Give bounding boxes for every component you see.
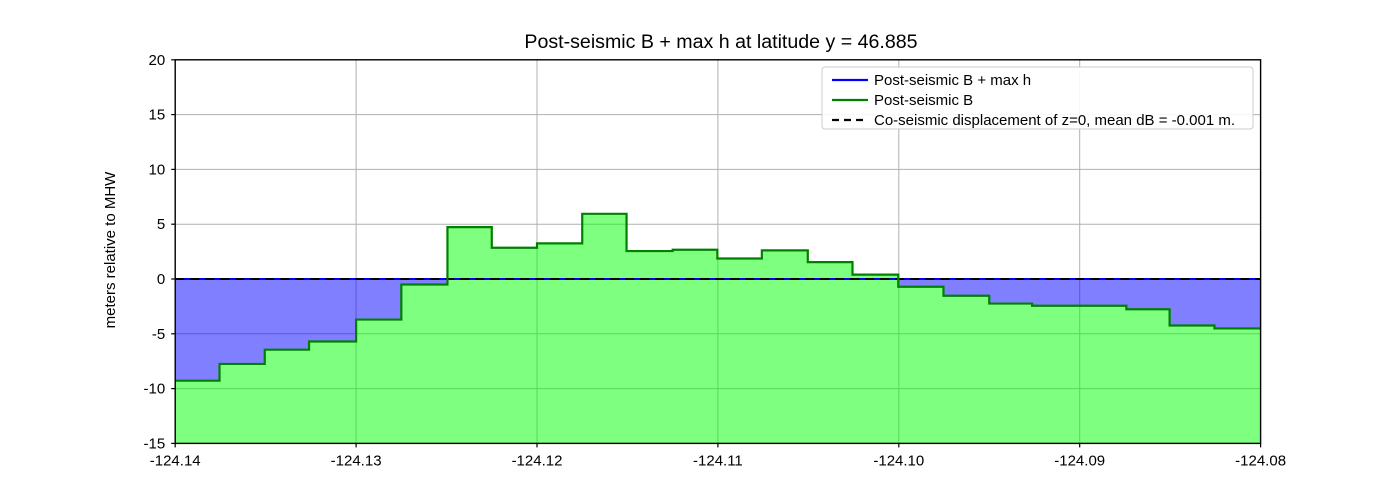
svg-text:-124.13: -124.13: [331, 452, 382, 469]
svg-text:10: 10: [149, 161, 166, 178]
svg-text:Post-seismic B + max h: Post-seismic B + max h: [874, 72, 1031, 89]
svg-text:-124.08: -124.08: [1235, 452, 1286, 469]
svg-text:meters relative to MHW: meters relative to MHW: [102, 171, 119, 329]
svg-text:5: 5: [157, 216, 165, 233]
svg-text:Post-seismic B: Post-seismic B: [874, 92, 973, 109]
svg-text:-15: -15: [144, 435, 166, 452]
svg-text:-124.14: -124.14: [150, 452, 201, 469]
svg-text:Post-seismic B + max h at lati: Post-seismic B + max h at latitude y = 4…: [524, 31, 917, 53]
svg-text:15: 15: [149, 107, 166, 124]
svg-text:-5: -5: [152, 326, 165, 343]
svg-text:-124.11: -124.11: [693, 452, 743, 469]
svg-text:0: 0: [157, 271, 165, 288]
svg-text:20: 20: [149, 52, 166, 69]
svg-text:-10: -10: [144, 381, 166, 398]
svg-text:-124.09: -124.09: [1054, 452, 1105, 469]
svg-text:-124.10: -124.10: [873, 452, 924, 469]
svg-text:-124.12: -124.12: [512, 452, 563, 469]
svg-text:Co-seismic displacement of z=0: Co-seismic displacement of z=0, mean dB …: [874, 112, 1235, 129]
